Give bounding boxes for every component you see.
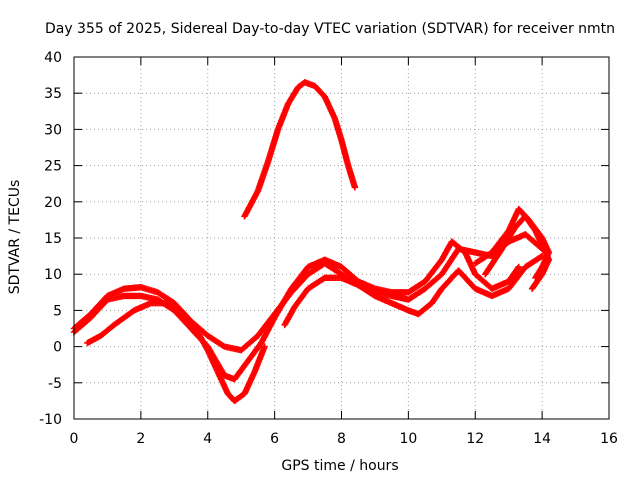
- data-point: [529, 284, 537, 291]
- y-tick-label: -5: [48, 376, 62, 392]
- x-tick-label: 0: [70, 431, 79, 447]
- data-point: [514, 264, 522, 272]
- x-tick-label: 14: [533, 431, 551, 447]
- series-upper-arc: [241, 79, 359, 220]
- series-track-b: [70, 238, 522, 383]
- x-axis-label: GPS time / hours: [281, 458, 398, 474]
- y-axis-label: SDTVAR / TECUs: [7, 180, 23, 295]
- series-track-c: [84, 299, 268, 405]
- y-tick-label: 0: [53, 340, 62, 356]
- data-points-layer: [70, 79, 553, 405]
- y-tick-label: 10: [44, 267, 62, 283]
- y-tick-label: 30: [44, 122, 62, 138]
- data-point: [537, 253, 545, 261]
- data-point: [515, 263, 522, 271]
- x-tick-label: 2: [136, 431, 145, 447]
- y-tick-label: 20: [44, 195, 62, 211]
- x-tick-label: 12: [466, 431, 484, 447]
- y-tick-label: 35: [44, 86, 62, 102]
- x-tick-label: 16: [600, 431, 618, 447]
- grid-layer: [74, 57, 609, 419]
- x-tick-label: 4: [203, 431, 212, 447]
- y-tick-label: 25: [44, 159, 62, 175]
- y-tick-label: 5: [53, 303, 62, 319]
- x-tick-label: 6: [270, 431, 279, 447]
- y-tick-label: 15: [44, 231, 62, 247]
- data-point: [351, 184, 359, 191]
- ticks-layer: 0 2 4 6 8 10 12 14 16 -10 -5 0 5 10 15 20 25 30 35 40: [39, 50, 618, 447]
- y-tick-label: -10: [39, 412, 62, 428]
- series-track-d: [281, 252, 546, 329]
- data-point: [528, 285, 536, 292]
- y-tick-label: 40: [44, 50, 62, 66]
- data-point: [261, 343, 268, 350]
- chart-title: Day 355 of 2025, Sidereal Day-to-day VTE…: [45, 21, 615, 37]
- x-tick-label: 10: [399, 431, 417, 447]
- series-track-f: [482, 213, 553, 292]
- x-tick-label: 8: [337, 431, 346, 447]
